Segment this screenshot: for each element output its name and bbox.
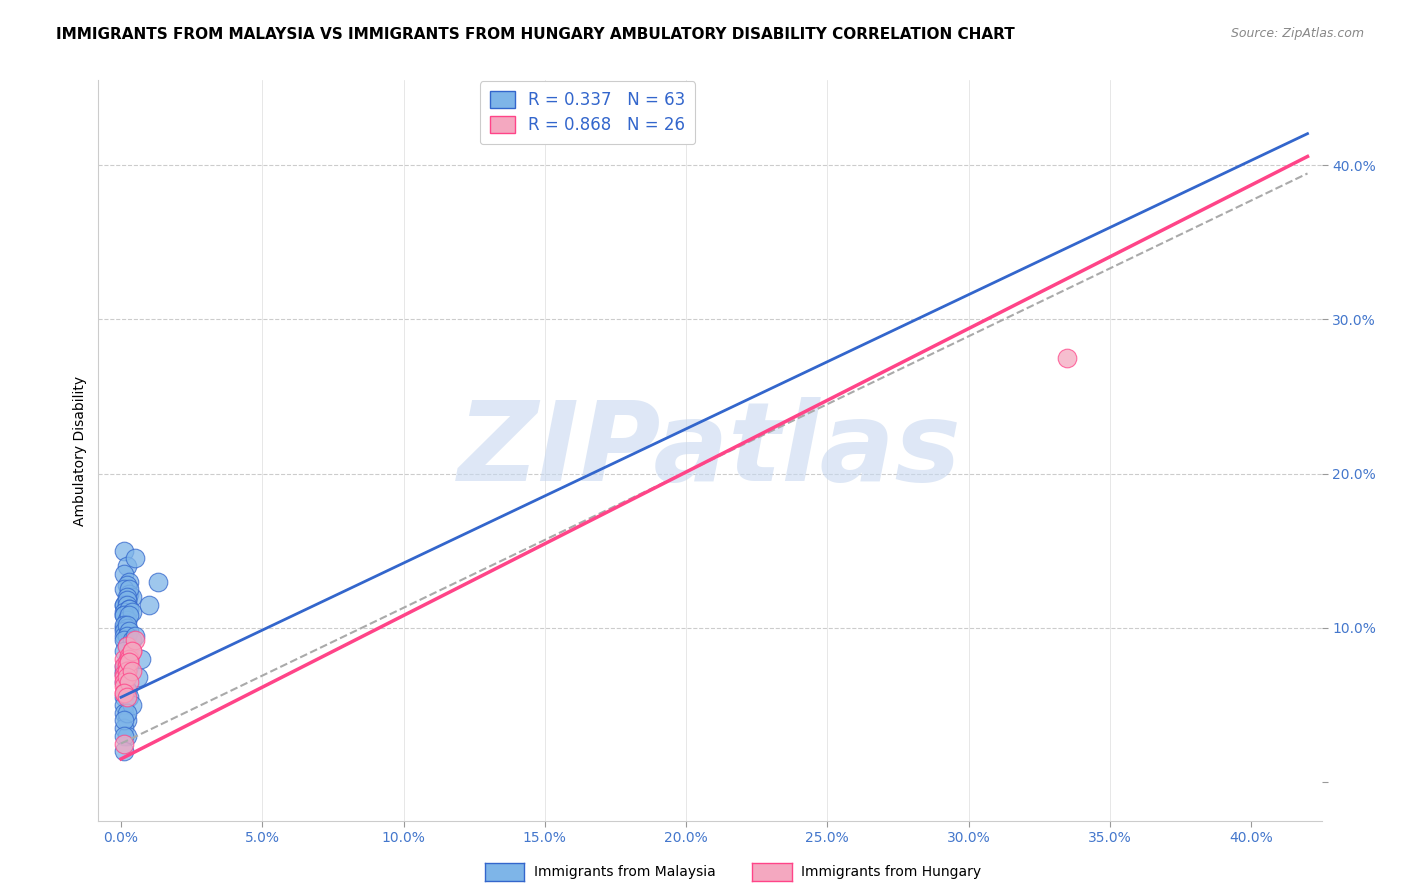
Point [112, 617, 135, 632]
Point [112, 608, 135, 623]
Point [121, 644, 143, 658]
Point [112, 624, 135, 638]
Point [118, 587, 141, 601]
Legend: R = 0.337   N = 63, R = 0.868   N = 26: R = 0.337 N = 63, R = 0.868 N = 26 [479, 81, 696, 145]
Point [118, 608, 141, 623]
Point [118, 655, 141, 669]
Point [115, 664, 138, 678]
Point [112, 598, 135, 612]
Point [115, 613, 138, 627]
Point [112, 698, 135, 712]
Point [112, 606, 135, 620]
Point [121, 590, 143, 604]
Point [118, 602, 141, 616]
Point [124, 633, 146, 648]
Point [115, 559, 138, 574]
Point [112, 685, 135, 699]
Point [112, 644, 135, 658]
Point [118, 574, 141, 589]
Point [112, 674, 135, 689]
Point [115, 659, 138, 673]
Point [112, 651, 135, 665]
Point [112, 621, 135, 635]
Text: IMMIGRANTS FROM MALAYSIA VS IMMIGRANTS FROM HUNGARY AMBULATORY DISABILITY CORREL: IMMIGRANTS FROM MALAYSIA VS IMMIGRANTS F… [56, 27, 1015, 42]
Point [112, 721, 135, 735]
Point [112, 598, 135, 612]
Point [115, 682, 138, 697]
Point [124, 551, 146, 566]
Point [112, 667, 135, 681]
Point [112, 744, 135, 758]
Point [112, 566, 135, 581]
Point [118, 651, 141, 665]
Point [146, 574, 169, 589]
Point [112, 729, 135, 743]
Point [115, 613, 138, 627]
Text: ZIPatlas: ZIPatlas [458, 397, 962, 504]
Point [118, 655, 141, 669]
Point [118, 648, 141, 663]
Point [115, 655, 138, 669]
Point [121, 698, 143, 712]
Point [118, 602, 141, 616]
Y-axis label: Ambulatory Disability: Ambulatory Disability [73, 376, 87, 525]
Point [115, 664, 138, 678]
Point [118, 659, 141, 673]
Point [118, 582, 141, 597]
Point [112, 633, 135, 648]
Point [115, 670, 138, 684]
Point [129, 651, 152, 665]
Point [138, 598, 160, 612]
Point [115, 714, 138, 728]
Point [112, 608, 135, 623]
Text: Source: ZipAtlas.com: Source: ZipAtlas.com [1230, 27, 1364, 40]
Point [115, 617, 138, 632]
Point [115, 640, 138, 654]
Point [112, 659, 135, 673]
Point [121, 606, 143, 620]
Point [115, 577, 138, 591]
Point [115, 593, 138, 607]
Point [118, 648, 141, 663]
Text: Immigrants from Hungary: Immigrants from Hungary [801, 865, 981, 880]
Point [115, 729, 138, 743]
Point [112, 582, 135, 597]
Point [118, 690, 141, 705]
Point [112, 714, 135, 728]
Point [115, 690, 138, 705]
Point [112, 667, 135, 681]
Point [121, 664, 143, 678]
Point [124, 629, 146, 643]
Point [118, 624, 141, 638]
Point [127, 670, 149, 684]
Point [112, 629, 135, 643]
Point [118, 674, 141, 689]
Point [112, 706, 135, 720]
Point [115, 655, 138, 669]
Point [112, 664, 135, 678]
Point [1056, 351, 1078, 365]
Point [115, 682, 138, 697]
Text: Immigrants from Malaysia: Immigrants from Malaysia [534, 865, 716, 880]
Point [112, 680, 135, 694]
Point [112, 670, 135, 684]
Point [112, 737, 135, 751]
Point [115, 629, 138, 643]
Point [115, 593, 138, 607]
Point [115, 590, 138, 604]
Point [121, 633, 143, 648]
Point [115, 706, 138, 720]
Point [112, 690, 135, 705]
Point [121, 644, 143, 658]
Point [115, 640, 138, 654]
Point [115, 598, 138, 612]
Point [112, 659, 135, 673]
Point [115, 621, 138, 635]
Point [112, 543, 135, 558]
Point [112, 674, 135, 689]
Point [112, 685, 135, 699]
